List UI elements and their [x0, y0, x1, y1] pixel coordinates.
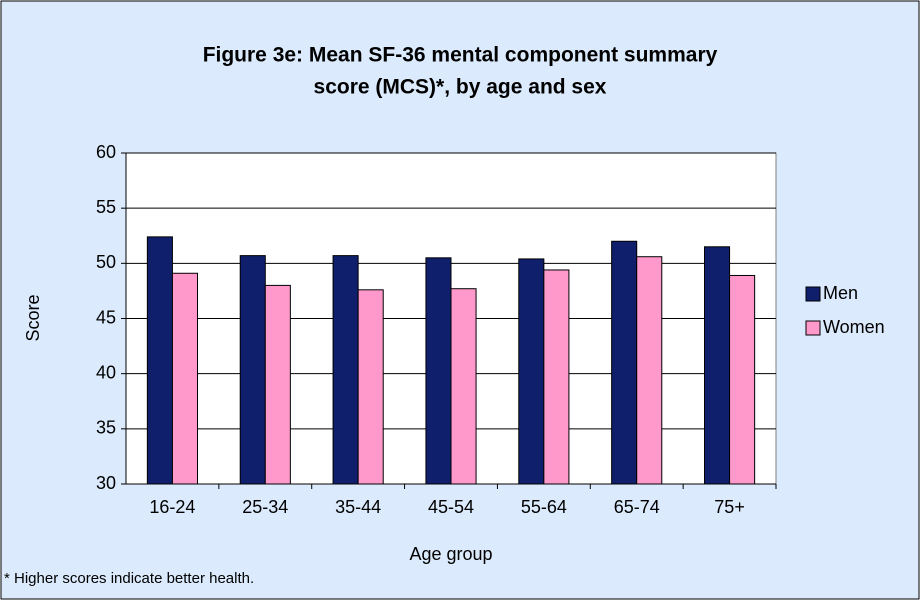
legend-swatch [805, 286, 821, 302]
chart-subtitle: score (MCS)*, by age and sex [314, 76, 607, 99]
bar [425, 257, 452, 485]
legend-label: Men [823, 283, 858, 303]
y-tick-label: 55 [96, 197, 116, 217]
footnote: * Higher scores indicate better health. [4, 570, 254, 587]
legend-swatch [805, 320, 821, 336]
x-tick-label: 75+ [714, 497, 745, 517]
bar [171, 272, 199, 485]
x-tick-label: 25-34 [242, 497, 288, 517]
y-tick-label: 45 [96, 307, 116, 327]
bar [357, 289, 384, 485]
bar [704, 246, 731, 485]
bar [518, 258, 545, 485]
y-tick-label: 35 [96, 418, 116, 438]
y-tick-label: 40 [96, 362, 116, 382]
chart-title: Figure 3e: Mean SF-36 mental component s… [203, 44, 718, 67]
bar [450, 288, 477, 485]
x-tick-label: 45-54 [428, 497, 474, 517]
x-axis-label: Age group [409, 544, 492, 564]
x-tick-label: 65-74 [614, 497, 660, 517]
bar [332, 255, 359, 485]
bar [543, 269, 570, 485]
legend-label: Women [823, 317, 885, 337]
x-tick-label: 16-24 [149, 497, 195, 517]
y-tick-label: 60 [96, 142, 116, 162]
y-axis-label: Score [23, 294, 43, 341]
bar [146, 236, 173, 485]
x-tick-label: 35-44 [335, 497, 381, 517]
bar [264, 284, 291, 485]
x-tick-label: 55-64 [521, 497, 567, 517]
bar [636, 256, 663, 485]
y-tick-label: 30 [96, 473, 116, 493]
bar [239, 255, 266, 485]
y-tick-label: 50 [96, 252, 116, 272]
bar [611, 240, 638, 485]
bar [729, 274, 756, 485]
